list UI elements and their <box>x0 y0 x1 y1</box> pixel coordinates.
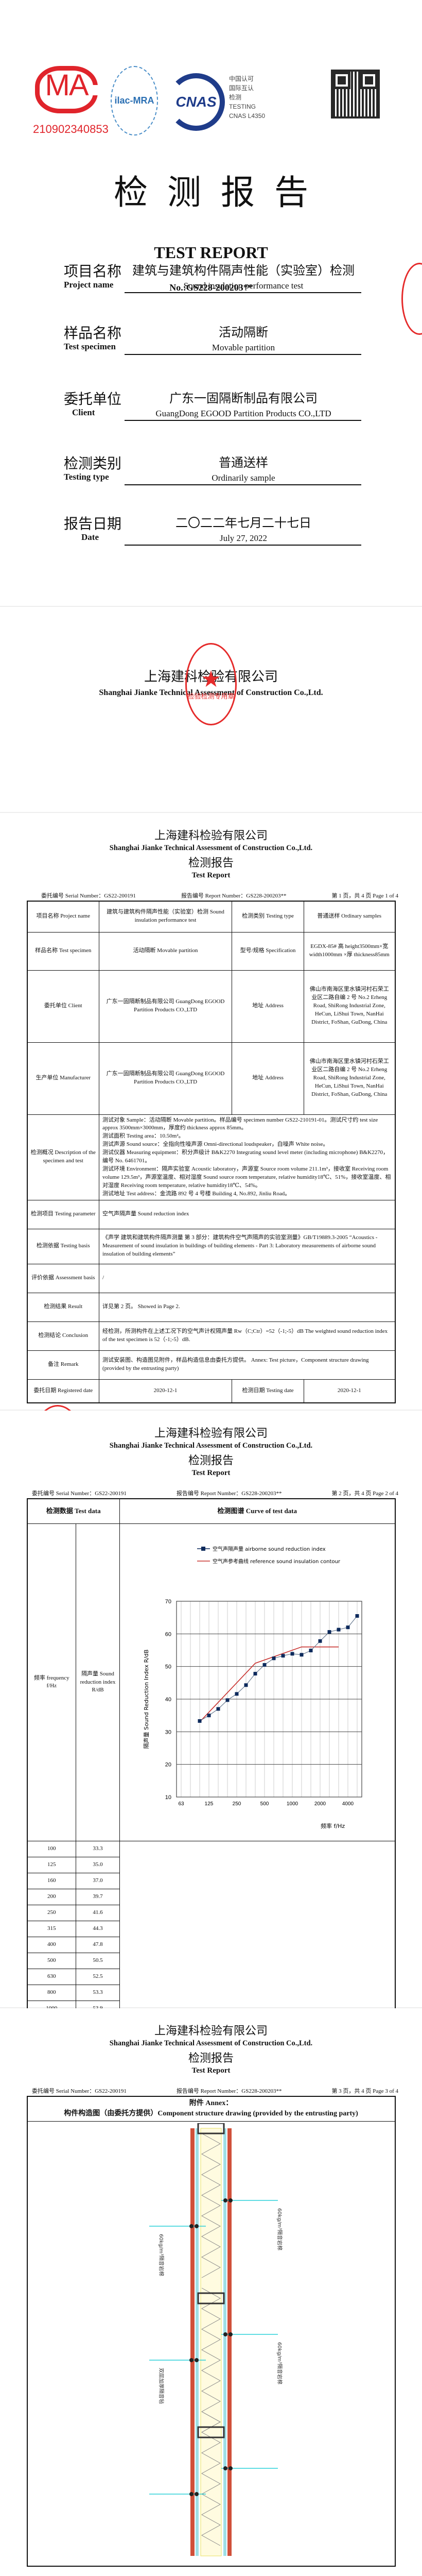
svg-text:10: 10 <box>165 1794 171 1801</box>
structure-drawing: 60kg/m³隔音岩棉 60kg/m³隔音岩棉 双层加厚隔音毡 60kg/m³隔… <box>27 2121 395 2567</box>
cover-page: MA 210902340853 ilac-MRA CNAS 中国认可 国际互认 检测… <box>0 0 422 607</box>
page-header: 上海建科检验有限公司 Shanghai Jianke Technical Ass… <box>109 829 313 879</box>
field-testing-type: 检测类别 Testing type 普通送样 Ordinarily sample <box>64 452 361 488</box>
page-header: 上海建科检验有限公司 Shanghai Jianke Technical Asse… <box>109 2025 313 2075</box>
svg-text:隔声量 Sound Reduction Index R/dB: 隔声量 Sound Reduction Index R/dB <box>143 1649 150 1749</box>
report-meta: 委托编号 Serial Number：GS22-200191 报告编号 Repor… <box>32 1490 398 1497</box>
svg-text:频率 f/Hz: 频率 f/Hz <box>321 1822 345 1829</box>
report-meta: 委托编号 Serial Number：GS22-200191 报告编号 Repor… <box>41 893 398 899</box>
svg-text:40: 40 <box>165 1697 171 1703</box>
svg-text:20: 20 <box>165 1761 171 1768</box>
cover-title: 检测报告 <box>114 173 328 212</box>
table-row: 100 33.3 <box>27 1841 395 1858</box>
svg-text:250: 250 <box>233 1801 241 1807</box>
svg-text:70: 70 <box>165 1599 171 1605</box>
chart-cell: 空气声隔声量 airborne sound reduction index 空气声… <box>119 1523 395 1842</box>
page-1: 上海建科检验有限公司 Shanghai Jianke Technical Ass… <box>0 813 422 1483</box>
field-date: 报告日期 Date 二〇二二年七月二十七日 July 27, 2022 <box>64 513 361 549</box>
report-info-table: 项目名称 Project name 建筑与建筑构件隔声性能（实验室）检测 Soun… <box>26 901 396 1404</box>
star-icon: ★ <box>201 666 221 692</box>
page-header: 上海建科检验有限公司 Shanghai Jianke Technical Asse… <box>109 1427 313 1477</box>
svg-text:1000: 1000 <box>287 1801 298 1807</box>
svg-text:125: 125 <box>205 1801 214 1807</box>
cover-title-en: TEST REPORT <box>154 243 268 262</box>
page-2: 上海建科检验有限公司 Shanghai Jianke Technical Asse… <box>0 1411 422 2201</box>
svg-text:60kg/m³隔音岩棉: 60kg/m³隔音岩棉 <box>276 2208 283 2250</box>
table-row: 160 37.0 <box>27 1873 395 1890</box>
official-seal: ★ 检验检测专用章 <box>185 643 237 725</box>
table-row: 800 53.3 <box>27 1985 395 2002</box>
svg-text:空气声参考曲线 reference sound insula: 空气声参考曲线 reference sound insulation conto… <box>213 1558 341 1565</box>
table-row: 315 44.3 <box>27 1921 395 1938</box>
table-row: 500 50.5 <box>27 1953 395 1970</box>
cover-company-page: 上海建科检验有限公司 Shanghai Jianke Technical Ass… <box>0 607 422 813</box>
annex-table: 附件 Annex： 构件构造图（由委托方提供）Component structur… <box>26 2096 396 2567</box>
report-number: No.:GS228-200203** <box>169 282 253 293</box>
table-row: 200 39.7 <box>27 1889 395 1906</box>
svg-text:空气声隔声量 airborne sound reductio: 空气声隔声量 airborne sound reduction index <box>213 1546 326 1552</box>
table-row: 125 35.0 <box>27 1857 395 1874</box>
table-row: 250 41.6 <box>27 1905 395 1922</box>
cma-number: 210902340853 <box>33 123 109 135</box>
svg-text:4000: 4000 <box>342 1801 354 1807</box>
ilac-mra-logo: ilac-MRA <box>111 66 158 135</box>
partition-section-drawing: 60kg/m³隔音岩棉 60kg/m³隔音岩棉 双层加厚隔音毡 60kg/m³隔… <box>149 2122 283 2556</box>
qr-code-icon <box>331 70 380 118</box>
field-project-name: 项目名称 Project name 建筑与建筑构件隔声性能（实验室）检测 Sound… <box>64 260 361 296</box>
field-test-specimen: 样品名称 Test specimen 活动隔断 Movable partition <box>64 322 361 358</box>
page-3: 上海建科检验有限公司 Shanghai Jianke Technical Asse… <box>0 2008 422 2576</box>
svg-text:60: 60 <box>165 1631 171 1637</box>
svg-text:2000: 2000 <box>314 1801 326 1807</box>
svg-text:60kg/m³隔音岩棉: 60kg/m³隔音岩棉 <box>158 2234 165 2276</box>
table-row: 400 47.8 <box>27 1937 395 1954</box>
svg-text:50: 50 <box>165 1664 171 1670</box>
cma-logo: MA <box>35 66 99 115</box>
accreditation-logos: MA 210902340853 ilac-MRA CNAS 中国认可 国际互认 检测… <box>31 62 391 149</box>
cnas-text: 中国认可 国际互认 检测 TESTING CNAS L4350 <box>229 75 266 120</box>
svg-text:63: 63 <box>178 1801 184 1807</box>
svg-text:500: 500 <box>260 1801 269 1807</box>
description-cell: 测试对象 Sample：活动隔断 Movable partition。样品编号 … <box>99 1114 395 1200</box>
svg-text:60kg/m³隔音岩棉: 60kg/m³隔音岩棉 <box>276 2342 283 2384</box>
report-meta: 委托编号 Serial Number：GS22-200191 报告编号 Repor… <box>32 2088 398 2094</box>
table-row: 630 52.5 <box>27 1969 395 1986</box>
sound-reduction-chart: 空气声隔声量 airborne sound reduction index 空气声… <box>143 1546 362 1829</box>
seal-edge-icon <box>401 263 422 335</box>
svg-text:30: 30 <box>165 1729 171 1735</box>
cnas-logo: CNAS <box>167 73 225 131</box>
svg-text:双层加厚隔音毡: 双层加厚隔音毡 <box>158 2368 165 2404</box>
field-client: 委托单位 Client 广东一固隔断制品有限公司 GuangDong EGOOD P… <box>64 388 361 424</box>
